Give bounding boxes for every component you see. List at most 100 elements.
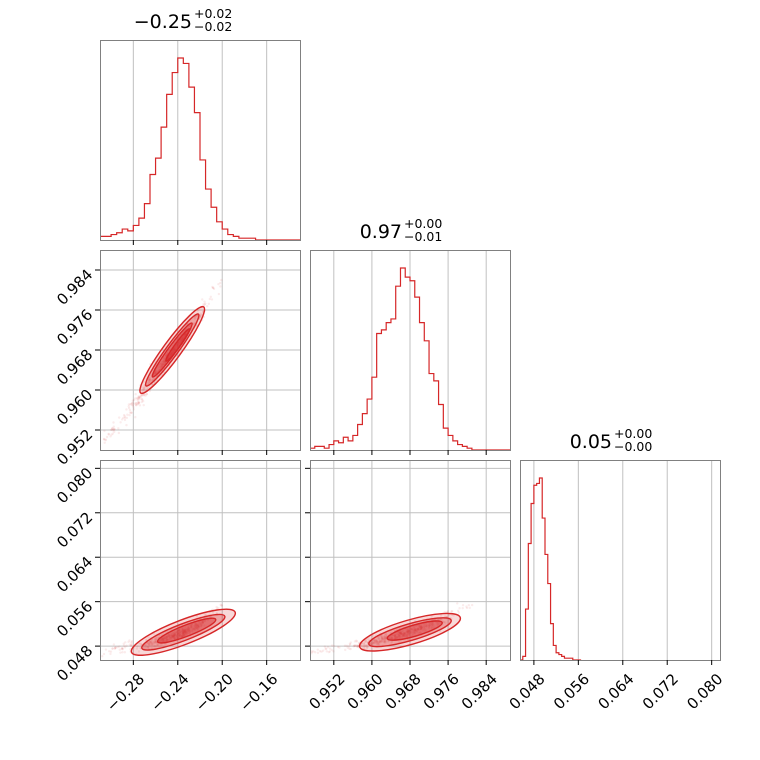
B0-scatter-point bbox=[126, 413, 129, 416]
C1-scatter-point bbox=[365, 645, 369, 649]
C1-scatter-point bbox=[422, 623, 426, 626]
C0-scatter-point bbox=[130, 644, 133, 647]
C1-scatter-point bbox=[393, 634, 396, 638]
B0-scatter-point bbox=[111, 426, 114, 430]
C0-scatter-point bbox=[172, 636, 175, 639]
C0-scatter-point bbox=[163, 636, 167, 640]
B0-scatter-point bbox=[143, 387, 146, 390]
B0-scatter-point bbox=[139, 394, 143, 397]
C0-scatter-point bbox=[178, 628, 181, 632]
C0-scatter-cloud bbox=[101, 603, 224, 658]
C1-scatter-point bbox=[377, 636, 380, 640]
C1-scatter-point bbox=[378, 640, 382, 643]
C0-scatter-point bbox=[156, 643, 160, 647]
B0-scatter-point bbox=[123, 418, 127, 422]
C1-contour-2 bbox=[386, 620, 443, 641]
C1-scatter-point bbox=[382, 640, 386, 643]
B0-scatter-point bbox=[199, 314, 202, 317]
C0-scatter-point bbox=[217, 607, 220, 610]
C2-diagonal-title-upper: +0.00 bbox=[614, 426, 652, 441]
C1-scatter-point bbox=[336, 645, 340, 649]
C2-diagonal-title-value: 0.05 bbox=[570, 431, 612, 453]
C1-xtick-label-2: 0.968 bbox=[382, 670, 425, 713]
C1-scatter-point bbox=[423, 626, 426, 630]
B0-scatter-point bbox=[155, 369, 158, 372]
C1-scatter-point bbox=[416, 627, 419, 631]
C1-scatter-point bbox=[380, 638, 383, 641]
C1-scatter-point bbox=[367, 638, 371, 642]
C0-scatter-point bbox=[194, 623, 197, 626]
C0-scatter-point bbox=[181, 632, 184, 635]
C1-scatter-point bbox=[422, 626, 426, 629]
C0-scatter-point bbox=[191, 627, 195, 630]
C0-scatter-point bbox=[183, 632, 186, 635]
C1-scatter-point bbox=[410, 631, 413, 634]
C0-scatter-point bbox=[188, 623, 192, 627]
C0-scatter-point bbox=[183, 630, 186, 633]
C0-scatter-point bbox=[168, 635, 171, 638]
C1-scatter-point bbox=[413, 631, 417, 634]
B0-scatter-point bbox=[112, 421, 115, 424]
C1-scatter-point bbox=[375, 640, 379, 643]
C1-scatter-point bbox=[420, 628, 423, 631]
C1-scatter-point bbox=[422, 628, 426, 631]
C0-scatter-point bbox=[198, 625, 201, 628]
C1-scatter-point bbox=[418, 631, 422, 634]
C0-scatter-point bbox=[118, 648, 121, 651]
C0-scatter-point bbox=[111, 647, 114, 650]
C0-scatter-point bbox=[161, 638, 164, 642]
B0-scatter-point bbox=[212, 286, 215, 289]
C1-scatter-point bbox=[383, 636, 386, 639]
C1-scatter-point bbox=[399, 632, 402, 635]
C1-scatter-point bbox=[413, 627, 417, 630]
C1-scatter-point bbox=[407, 631, 410, 634]
C0-scatter-point bbox=[181, 628, 184, 632]
C0-scatter-point bbox=[169, 636, 172, 639]
C1-scatter-point bbox=[383, 635, 386, 638]
C0-scatter-point bbox=[190, 625, 193, 629]
C1-scatter-point bbox=[399, 631, 402, 634]
C0-scatter-point bbox=[178, 634, 181, 638]
C1-scatter-point bbox=[390, 637, 394, 640]
C1-scatter-point bbox=[411, 632, 415, 635]
C1-scatter-point bbox=[456, 609, 460, 613]
C0-scatter-point bbox=[130, 641, 133, 644]
C1-scatter-point bbox=[413, 628, 417, 632]
C1-scatter-point bbox=[416, 627, 419, 631]
B0-scatter-point bbox=[148, 378, 151, 382]
B0-scatter-point bbox=[107, 432, 110, 436]
C1-scatter-point bbox=[402, 634, 405, 638]
C2-diagonal-xtick-label-4: 0.080 bbox=[683, 670, 726, 713]
C0-scatter-point bbox=[123, 651, 127, 654]
C0-scatter-point bbox=[178, 628, 181, 632]
C0-scatter-point bbox=[176, 636, 179, 640]
C0-scatter-point bbox=[128, 643, 131, 646]
C1-scatter-point bbox=[377, 643, 381, 646]
C0-scatter-point bbox=[176, 631, 180, 635]
C0-scatter-point bbox=[178, 633, 182, 636]
C0-scatter-point bbox=[180, 634, 184, 638]
C0-scatter-point bbox=[184, 631, 188, 634]
B0-scatter-point bbox=[110, 433, 113, 436]
C0-scatter-point bbox=[181, 635, 184, 638]
C0-scatter-point bbox=[182, 628, 186, 631]
B0-ytick-label-1: 0.960 bbox=[53, 386, 96, 429]
C0-scatter-point bbox=[194, 628, 197, 632]
C1-scatter-point bbox=[378, 640, 382, 643]
C0-scatter-point bbox=[165, 635, 168, 638]
C0-scatter-point bbox=[220, 604, 223, 607]
B0-scatter-point bbox=[160, 363, 164, 367]
B0-scatter-point bbox=[122, 416, 125, 420]
B0-scatter-point bbox=[153, 371, 157, 374]
C1-scatter-point bbox=[405, 634, 409, 637]
B0-scatter-point bbox=[147, 381, 150, 384]
C0-scatter-point bbox=[204, 613, 208, 616]
C1-scatter-point bbox=[393, 634, 396, 637]
C0-scatter-point bbox=[195, 624, 198, 627]
C1-scatter-point bbox=[380, 637, 384, 640]
C0-scatter-point bbox=[155, 636, 159, 639]
B0-scatter-point bbox=[142, 387, 146, 390]
C0-scatter-point bbox=[140, 642, 143, 646]
B0-frame bbox=[100, 250, 301, 451]
C1-scatter-point bbox=[413, 629, 416, 632]
